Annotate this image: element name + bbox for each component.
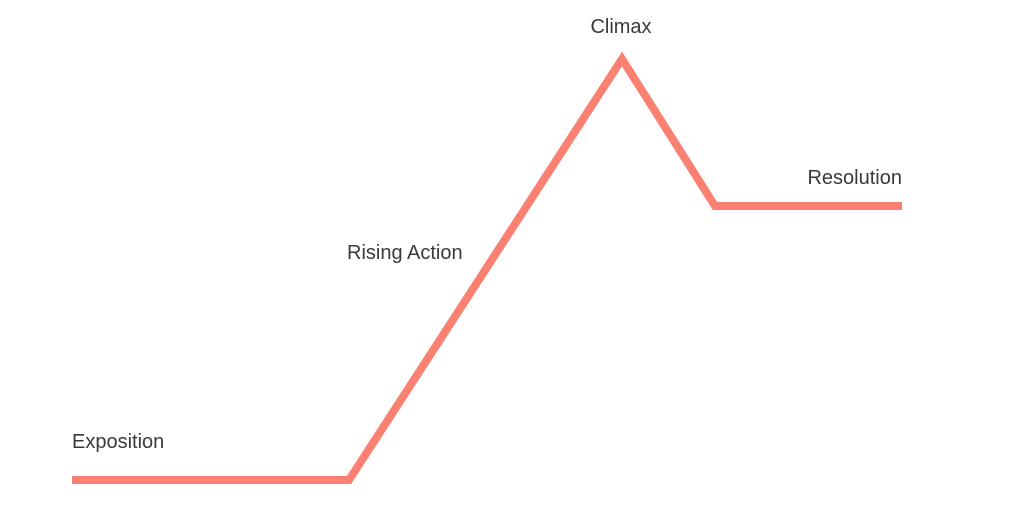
label-exposition: Exposition [72,431,164,453]
label-climax: Climax [590,16,651,38]
label-rising-action: Rising Action [347,242,463,264]
plot-line [72,51,902,484]
label-resolution: Resolution [807,167,902,189]
